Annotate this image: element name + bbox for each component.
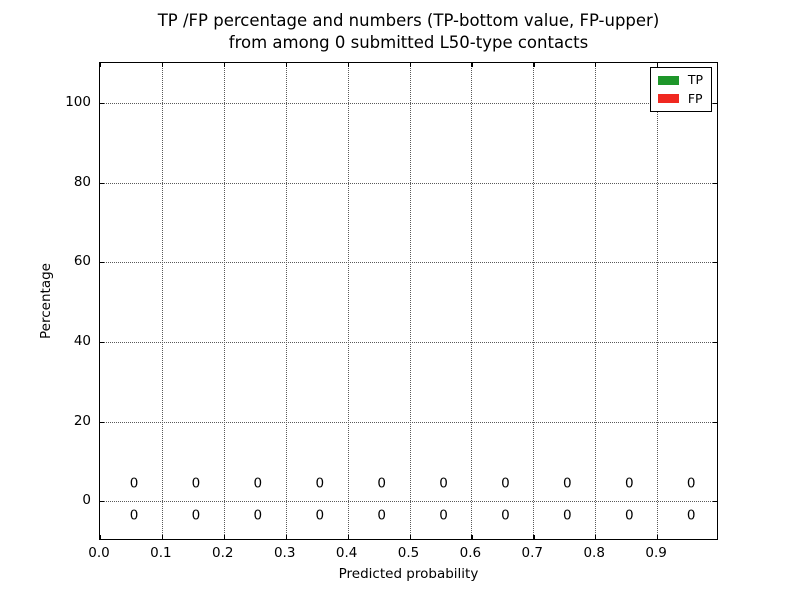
fp-legend-label: FP [687, 90, 703, 106]
y-tick-label: 0 [82, 492, 91, 509]
x-tick-mark-top [471, 63, 473, 67]
y-grid-line [100, 182, 717, 184]
chart-title-line2: from among 0 submitted L50-type contacts [228, 33, 589, 52]
x-grid-line [223, 63, 225, 539]
y-grid-line [100, 102, 717, 104]
y-tick-mark-right [713, 341, 717, 344]
x-tick-mark-bottom [223, 535, 226, 539]
y-tick-mark-right [713, 262, 717, 264]
tp-count-annotation: 0 [315, 506, 325, 523]
fp-count-annotation: 0 [315, 475, 325, 492]
y-tick-label: 60 [73, 253, 91, 270]
fp-count-annotation: 0 [624, 475, 634, 492]
y-grid-line [100, 501, 717, 503]
x-tick-mark-top [161, 63, 164, 67]
tp-count-annotation: 0 [439, 506, 448, 523]
tp-count-annotation: 0 [624, 506, 634, 523]
tp-count-annotation: 0 [191, 506, 201, 523]
x-tick-mark-top [533, 63, 535, 67]
y-tick-mark-left [100, 421, 104, 423]
fp-count-annotation: 0 [253, 475, 263, 492]
legend-entry-tp: TP [657, 72, 703, 87]
tp-count-annotation: 0 [253, 506, 263, 523]
fp-legend-swatch [657, 94, 679, 104]
x-tick-label: 0.3 [273, 545, 296, 561]
y-axis-label: Percentage [38, 263, 54, 339]
fp-count-annotation: 0 [501, 475, 510, 492]
y-tick-label: 20 [73, 412, 91, 429]
x-tick-mark-bottom [595, 535, 597, 539]
tp-count-annotation: 0 [129, 506, 139, 523]
x-axis-label: Predicted probability [338, 566, 479, 582]
tp-count-annotation: 0 [377, 506, 386, 523]
y-tick-label: 40 [73, 332, 91, 349]
x-tick-mark-top [223, 63, 226, 67]
x-tick-mark-top [100, 63, 102, 67]
x-grid-line [347, 63, 349, 539]
fp-count-annotation: 0 [377, 475, 386, 492]
y-tick-mark-left [100, 501, 104, 503]
x-tick-label: 0.4 [335, 545, 358, 561]
y-tick-mark-right [713, 501, 717, 503]
fp-count-annotation: 0 [191, 475, 201, 492]
x-tick-label: 0.6 [459, 545, 482, 561]
x-tick-mark-top [409, 63, 411, 67]
y-tick-label: 100 [65, 93, 91, 110]
fp-count-annotation: 0 [129, 475, 139, 492]
x-tick-mark-bottom [285, 535, 287, 539]
chart-title: TP /FP percentage and numbers (TP-bottom… [99, 10, 718, 54]
x-tick-mark-bottom [161, 535, 164, 539]
tp-count-annotation: 0 [563, 506, 572, 523]
x-tick-label: 0.7 [521, 545, 544, 561]
x-tick-mark-bottom [533, 535, 535, 539]
tp-count-annotation: 0 [686, 506, 696, 523]
x-tick-label: 0.8 [583, 545, 605, 561]
x-tick-label: 0.5 [397, 545, 420, 561]
y-tick-mark-left [100, 182, 104, 184]
x-tick-mark-top [657, 63, 659, 67]
y-tick-mark-right [713, 421, 717, 423]
x-grid-line [285, 63, 287, 539]
x-tick-mark-bottom [471, 535, 473, 539]
fp-count-annotation: 0 [439, 475, 448, 492]
x-tick-mark-top [285, 63, 287, 67]
x-grid-line [471, 63, 473, 539]
y-grid-line [100, 421, 717, 423]
x-tick-mark-bottom [657, 535, 659, 539]
x-tick-label: 0.2 [212, 545, 234, 561]
x-grid-line [161, 63, 163, 539]
x-grid-line [657, 63, 659, 539]
tp-count-annotation: 0 [501, 506, 510, 523]
y-tick-mark-right [713, 182, 717, 184]
x-tick-label: 0.9 [645, 545, 667, 561]
x-tick-mark-bottom [409, 535, 411, 539]
y-grid-line [100, 341, 717, 343]
tp-legend-label: TP [687, 72, 703, 87]
x-tick-label: 0.0 [88, 545, 110, 561]
y-tick-mark-left [100, 341, 104, 344]
y-grid-line [100, 262, 717, 264]
x-grid-line [409, 63, 411, 539]
fp-count-annotation: 0 [686, 475, 696, 492]
tp-legend-swatch [657, 75, 679, 85]
x-tick-label: 0.1 [150, 545, 172, 561]
plot-area: TP FP 0 0 0 0 0 0 0 0 0 0 0 0 0 0 0 0 0 0 0 0 [99, 62, 718, 540]
x-tick-mark-bottom [347, 535, 349, 539]
y-tick-mark-left [100, 262, 104, 264]
y-tick-mark-right [713, 102, 717, 105]
x-grid-line [533, 63, 535, 539]
y-tick-label: 80 [73, 173, 91, 190]
legend-entry-fp: FP [657, 90, 703, 106]
legend: TP FP [649, 67, 712, 112]
chart-title-line1: TP /FP percentage and numbers (TP-bottom… [157, 11, 660, 30]
x-tick-mark-bottom [100, 535, 102, 539]
x-grid-line [595, 63, 597, 539]
y-tick-mark-left [100, 102, 104, 105]
x-tick-mark-top [347, 63, 349, 67]
fp-count-annotation: 0 [563, 475, 572, 492]
x-tick-mark-top [595, 63, 597, 67]
